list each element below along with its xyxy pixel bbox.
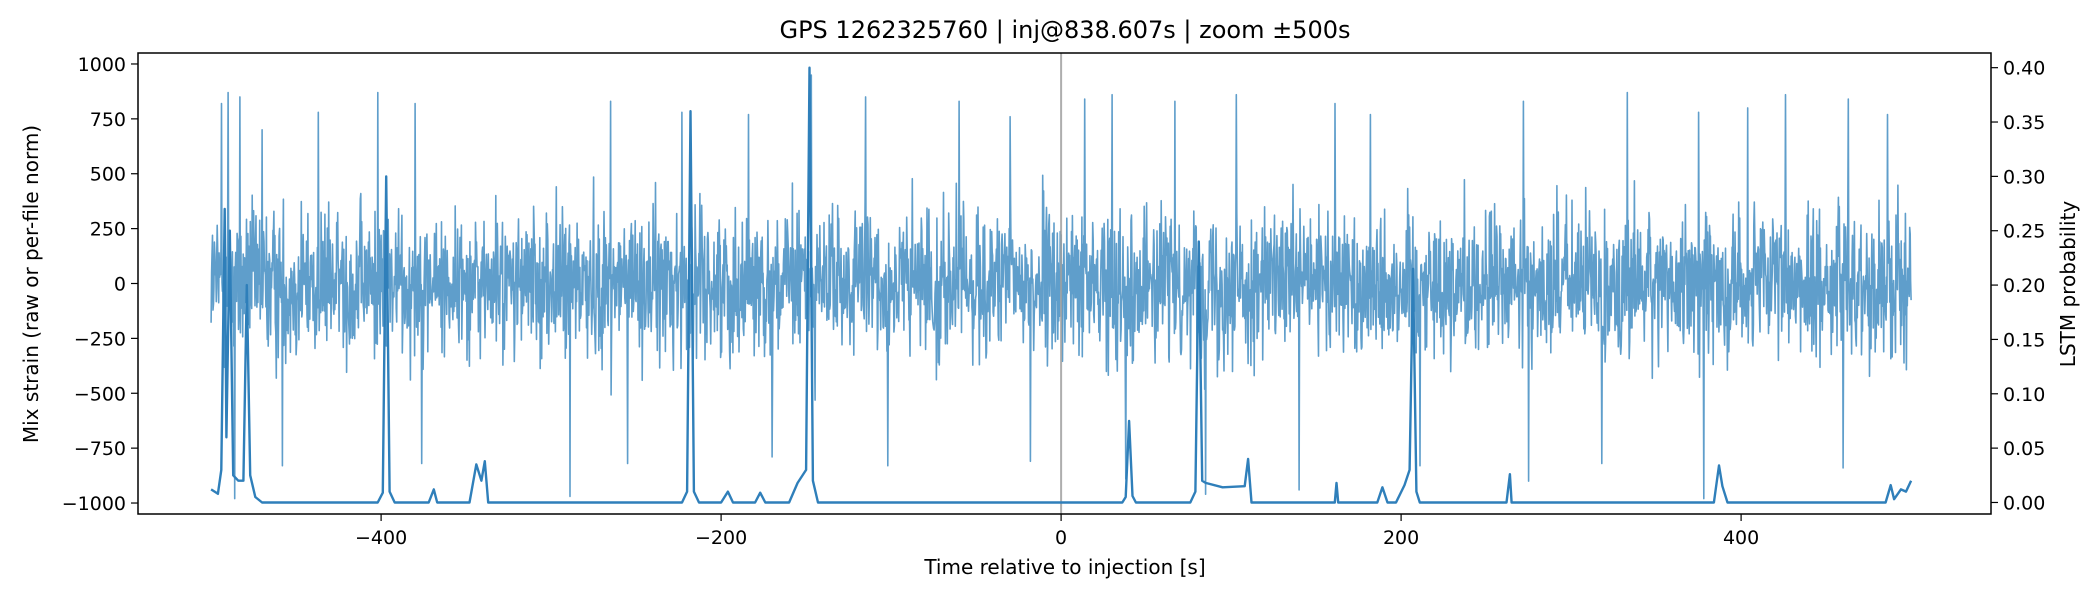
y-right-tick-label: 0.20 [2003, 275, 2045, 297]
y-right-tick-label: 0.25 [2003, 221, 2045, 243]
y-left-tick-label: −1000 [62, 493, 126, 515]
y-left-tick-label: 1000 [78, 54, 126, 76]
x-tick-label: −200 [695, 527, 747, 549]
x-axis: −400 −200 0 200 400 [355, 514, 1759, 549]
x-tick-label: 0 [1055, 527, 1067, 549]
y-left-tick-label: −250 [74, 328, 126, 350]
lstm-probability-line [210, 66, 1913, 504]
y-right-tick-label: 0.05 [2003, 438, 2045, 460]
y-left-tick-label: −750 [74, 438, 126, 460]
y-right-tick-label: 0.00 [2003, 492, 2045, 514]
y-left-tick-label: 500 [90, 164, 126, 186]
y-right-tick-label: 0.40 [2003, 58, 2045, 80]
y-axis-right-label: LSTM probability [2056, 201, 2080, 368]
x-tick-label: 400 [1723, 527, 1759, 549]
y-axis-right: 0.40 0.35 0.30 0.25 0.20 0.15 0.10 0.05 0.00 [1991, 58, 2045, 514]
lstm-series-layer [210, 66, 1913, 504]
y-right-tick-label: 0.30 [2003, 166, 2045, 188]
y-right-tick-label: 0.15 [2003, 329, 2045, 351]
chart-title: GPS 1262325760 | inj@838.607s | zoom ±50… [779, 16, 1350, 44]
y-right-tick-label: 0.35 [2003, 112, 2045, 134]
x-tick-label: −400 [355, 527, 407, 549]
y-axis-left: 1000 750 500 250 0 −250 −500 −750 −1000 [62, 54, 138, 515]
y-left-tick-label: 0 [114, 274, 126, 296]
y-right-tick-label: 0.10 [2003, 384, 2045, 406]
y-left-tick-label: 250 [90, 219, 126, 241]
x-tick-label: 200 [1383, 527, 1419, 549]
y-left-tick-label: 750 [90, 109, 126, 131]
y-left-tick-label: −500 [74, 383, 126, 405]
y-axis-left-label: Mix strain (raw or per-file norm) [19, 125, 43, 443]
x-axis-label: Time relative to injection [s] [923, 555, 1205, 579]
